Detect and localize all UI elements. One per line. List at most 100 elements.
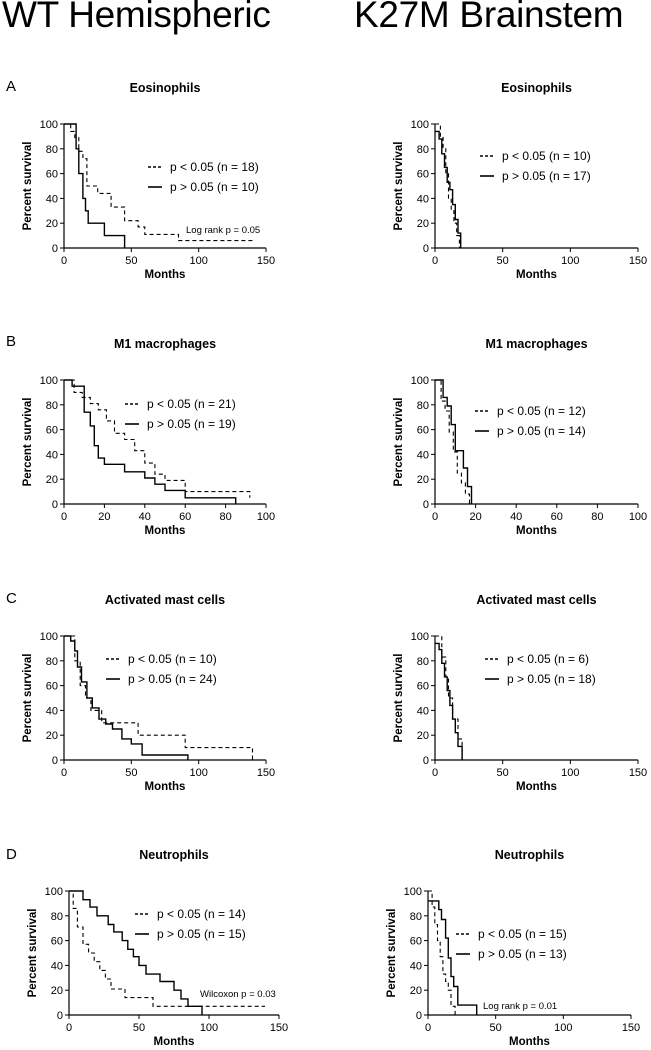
- chart-title: M1 macrophages: [485, 337, 587, 351]
- chart-title: Activated mast cells: [476, 593, 596, 607]
- x-tick-label: 100: [200, 1022, 218, 1034]
- x-tick-label: 80: [219, 511, 231, 523]
- x-axis-label: Months: [145, 781, 186, 793]
- x-tick-label: 150: [629, 255, 647, 267]
- y-tick-label: 20: [51, 985, 63, 997]
- x-tick-label: 100: [561, 767, 579, 779]
- y-tick-label: 60: [417, 425, 429, 437]
- y-tick-label: 100: [411, 375, 429, 387]
- column-header-k27m-brainstem: K27M Brainstem: [354, 0, 624, 35]
- y-tick-label: 100: [40, 119, 58, 131]
- legend-label: p < 0.05 (n = 6): [507, 652, 589, 666]
- x-axis-label: Months: [509, 1036, 550, 1048]
- x-axis-label: Months: [516, 781, 557, 793]
- y-tick-label: 80: [417, 144, 429, 156]
- y-axis-label: Percent survival: [393, 398, 405, 487]
- x-tick-label: 150: [622, 1022, 640, 1034]
- y-tick-label: 0: [416, 1010, 422, 1022]
- stat-annotation: Wilcoxon p = 0.03: [200, 989, 276, 1000]
- legend-label: p > 0.05 (n = 24): [128, 672, 217, 686]
- y-tick-label: 100: [404, 886, 422, 898]
- survival-curve-dashed: [64, 379, 251, 498]
- legend-label: p < 0.05 (n = 15): [478, 927, 567, 941]
- chart-C-k27m: Activated mast cells 0 20 40 60 80 100 0 50 100 15…: [393, 593, 647, 793]
- x-tick-label: 100: [189, 255, 207, 267]
- chart-title: Neutrophils: [139, 848, 208, 862]
- y-axis-label: Percent survival: [22, 654, 34, 743]
- stat-annotation: Log rank p = 0.01: [483, 1001, 557, 1012]
- x-tick-label: 150: [629, 767, 647, 779]
- y-tick-label: 80: [46, 400, 58, 412]
- x-tick-label: 0: [425, 1022, 431, 1034]
- survival-curve-solid: [435, 130, 462, 248]
- y-tick-label: 60: [51, 936, 63, 948]
- legend-label: p < 0.05 (n = 12): [497, 404, 586, 418]
- chart-title: Activated mast cells: [105, 593, 225, 607]
- survival-curve-solid: [435, 379, 473, 504]
- y-axis-label: Percent survival: [393, 654, 405, 743]
- y-axis-label: Percent survival: [27, 909, 39, 998]
- y-tick-label: 60: [46, 169, 58, 181]
- y-tick-label: 40: [46, 449, 58, 461]
- y-tick-label: 0: [57, 1010, 63, 1022]
- y-tick-label: 40: [51, 960, 63, 972]
- x-tick-label: 50: [125, 255, 137, 267]
- x-tick-label: 0: [432, 767, 438, 779]
- x-axis-label: Months: [145, 525, 186, 537]
- survival-curve-solid: [69, 890, 203, 1015]
- y-tick-label: 60: [417, 169, 429, 181]
- legend-label: p < 0.05 (n = 10): [128, 652, 217, 666]
- chart-D-wt: Neutrophils 0 20 40 60 80 100 0 50 100 150 Months Pe…: [27, 848, 288, 1048]
- y-tick-label: 40: [410, 960, 422, 972]
- y-tick-label: 0: [52, 243, 58, 255]
- chart-title: Neutrophils: [495, 848, 564, 862]
- x-tick-label: 20: [98, 511, 110, 523]
- x-tick-label: 0: [61, 767, 67, 779]
- y-tick-label: 0: [52, 755, 58, 767]
- chart-C-wt: Activated mast cells 0 20 40 60 80 100 0 50 100 15…: [22, 593, 275, 793]
- survival-curve-solid: [64, 123, 126, 248]
- y-tick-label: 40: [417, 193, 429, 205]
- y-tick-label: 20: [410, 985, 422, 997]
- x-tick-label: 80: [591, 511, 603, 523]
- legend-label: p > 0.05 (n = 15): [157, 927, 246, 941]
- x-tick-label: 60: [551, 511, 563, 523]
- stat-annotation: Log rank p = 0.05: [186, 225, 260, 236]
- x-tick-label: 100: [257, 511, 275, 523]
- chart-A-k27m: Eosinophils 0 20 40 60 80 100 0 50 100 150 Months Pe…: [393, 81, 647, 281]
- y-tick-label: 20: [46, 730, 58, 742]
- y-tick-label: 20: [417, 730, 429, 742]
- y-tick-label: 0: [423, 243, 429, 255]
- x-tick-label: 50: [133, 1022, 145, 1034]
- chart-title: Eosinophils: [501, 81, 572, 95]
- y-tick-label: 40: [46, 705, 58, 717]
- x-tick-label: 0: [61, 255, 67, 267]
- y-tick-label: 20: [417, 218, 429, 230]
- x-tick-label: 0: [61, 511, 67, 523]
- x-tick-label: 40: [139, 511, 151, 523]
- x-tick-label: 50: [125, 767, 137, 779]
- legend-label: p > 0.05 (n = 13): [478, 947, 567, 961]
- y-tick-label: 40: [46, 193, 58, 205]
- x-tick-label: 50: [497, 255, 509, 267]
- y-tick-label: 20: [46, 218, 58, 230]
- legend-label: p < 0.05 (n = 14): [157, 907, 246, 921]
- x-tick-label: 100: [629, 511, 647, 523]
- x-tick-label: 0: [432, 511, 438, 523]
- legend-label: p > 0.05 (n = 18): [507, 672, 596, 686]
- row-label-d: D: [6, 846, 17, 863]
- survival-curve-solid: [435, 642, 463, 760]
- survival-curve-solid: [64, 635, 189, 760]
- y-tick-label: 60: [410, 936, 422, 948]
- x-tick-label: 40: [510, 511, 522, 523]
- row-label-a: A: [6, 78, 17, 95]
- legend-label: p > 0.05 (n = 14): [497, 424, 586, 438]
- x-tick-label: 50: [490, 1022, 502, 1034]
- column-header-wt-hemispheric: WT Hemispheric: [2, 0, 271, 35]
- y-tick-label: 40: [417, 705, 429, 717]
- survival-curve-solid: [428, 900, 478, 1015]
- y-tick-label: 20: [417, 474, 429, 486]
- x-axis-label: Months: [154, 1036, 195, 1048]
- y-tick-label: 100: [45, 886, 63, 898]
